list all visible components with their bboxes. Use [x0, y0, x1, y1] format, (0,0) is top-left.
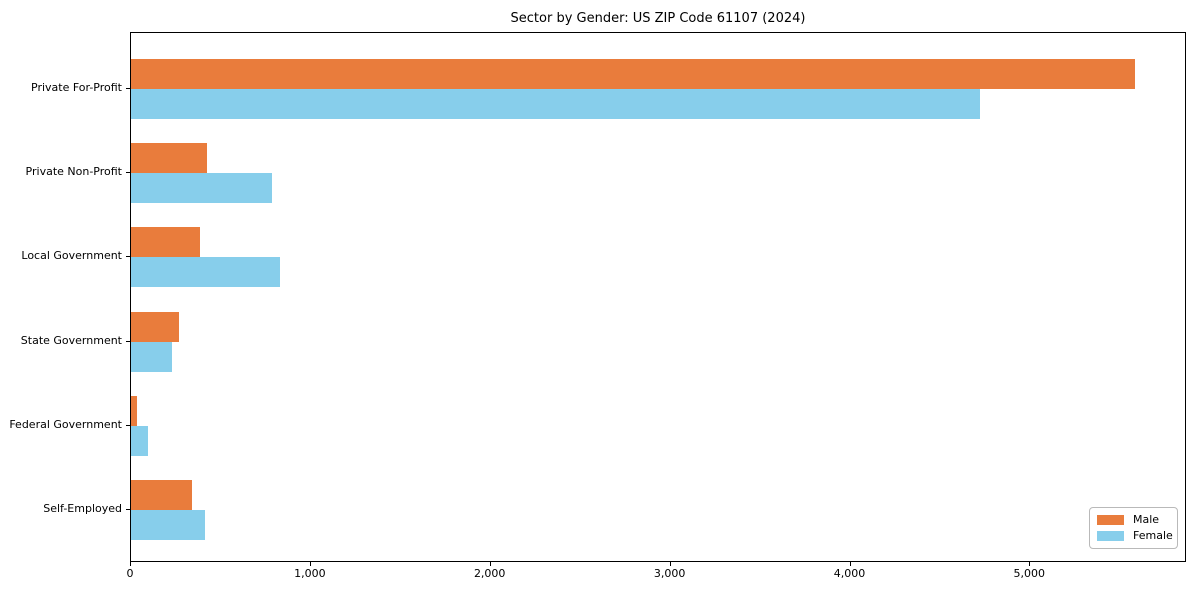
- x-tick-label: 0: [126, 567, 134, 580]
- y-tick-label: Federal Government: [9, 417, 122, 431]
- x-tick-mark: [309, 562, 311, 566]
- y-tick-label: Private Non-Profit: [25, 165, 122, 179]
- bar-female-1: [131, 173, 273, 204]
- y-tick-mark: [126, 88, 130, 89]
- y-tick-label: State Government: [20, 333, 122, 347]
- bar-female-2: [131, 257, 281, 288]
- legend-entry-male: Male: [1097, 513, 1169, 526]
- legend-swatch-male: [1097, 514, 1124, 525]
- chart-title: Sector by Gender: US ZIP Code 61107 (202…: [510, 11, 806, 26]
- x-tick-label: 5,000: [1013, 567, 1046, 580]
- y-tick-mark: [126, 256, 130, 258]
- x-tick-mark: [130, 562, 131, 566]
- bar-female-4: [131, 425, 149, 456]
- y-tick-mark: [126, 424, 130, 426]
- legend-label: Female: [1133, 529, 1173, 542]
- legend-entry-female: Female: [1097, 529, 1173, 542]
- x-tick-label: 3,000: [653, 567, 686, 580]
- bar-male-0: [131, 59, 1135, 89]
- x-tick-label: 2,000: [473, 567, 506, 580]
- x-tick-mark: [489, 562, 491, 566]
- bar-male-4: [131, 395, 138, 426]
- bar-male-3: [131, 311, 179, 342]
- bar-female-3: [131, 341, 172, 372]
- y-tick-label: Self-Employed: [43, 502, 122, 515]
- y-tick-mark: [126, 509, 130, 510]
- bar-female-0: [131, 89, 980, 119]
- bar-male-5: [131, 480, 193, 510]
- x-tick-mark: [1029, 562, 1031, 566]
- y-tick-label: Local Government: [21, 249, 122, 263]
- bar-male-1: [131, 143, 208, 174]
- bar-female-5: [131, 510, 205, 540]
- y-tick-label: Private For-Profit: [31, 81, 122, 94]
- y-tick-mark: [126, 172, 130, 174]
- x-tick-label: 4,000: [833, 567, 866, 580]
- legend: Male Female: [1089, 507, 1178, 549]
- x-tick-mark: [849, 562, 851, 566]
- x-tick-mark: [669, 562, 671, 566]
- bar-male-2: [131, 227, 201, 258]
- legend-label: Male: [1133, 513, 1160, 526]
- y-tick-mark: [126, 340, 130, 342]
- legend-swatch-female: [1097, 530, 1124, 541]
- x-tick-label: 1,000: [294, 567, 326, 580]
- plot-area: Male Female: [130, 32, 1186, 562]
